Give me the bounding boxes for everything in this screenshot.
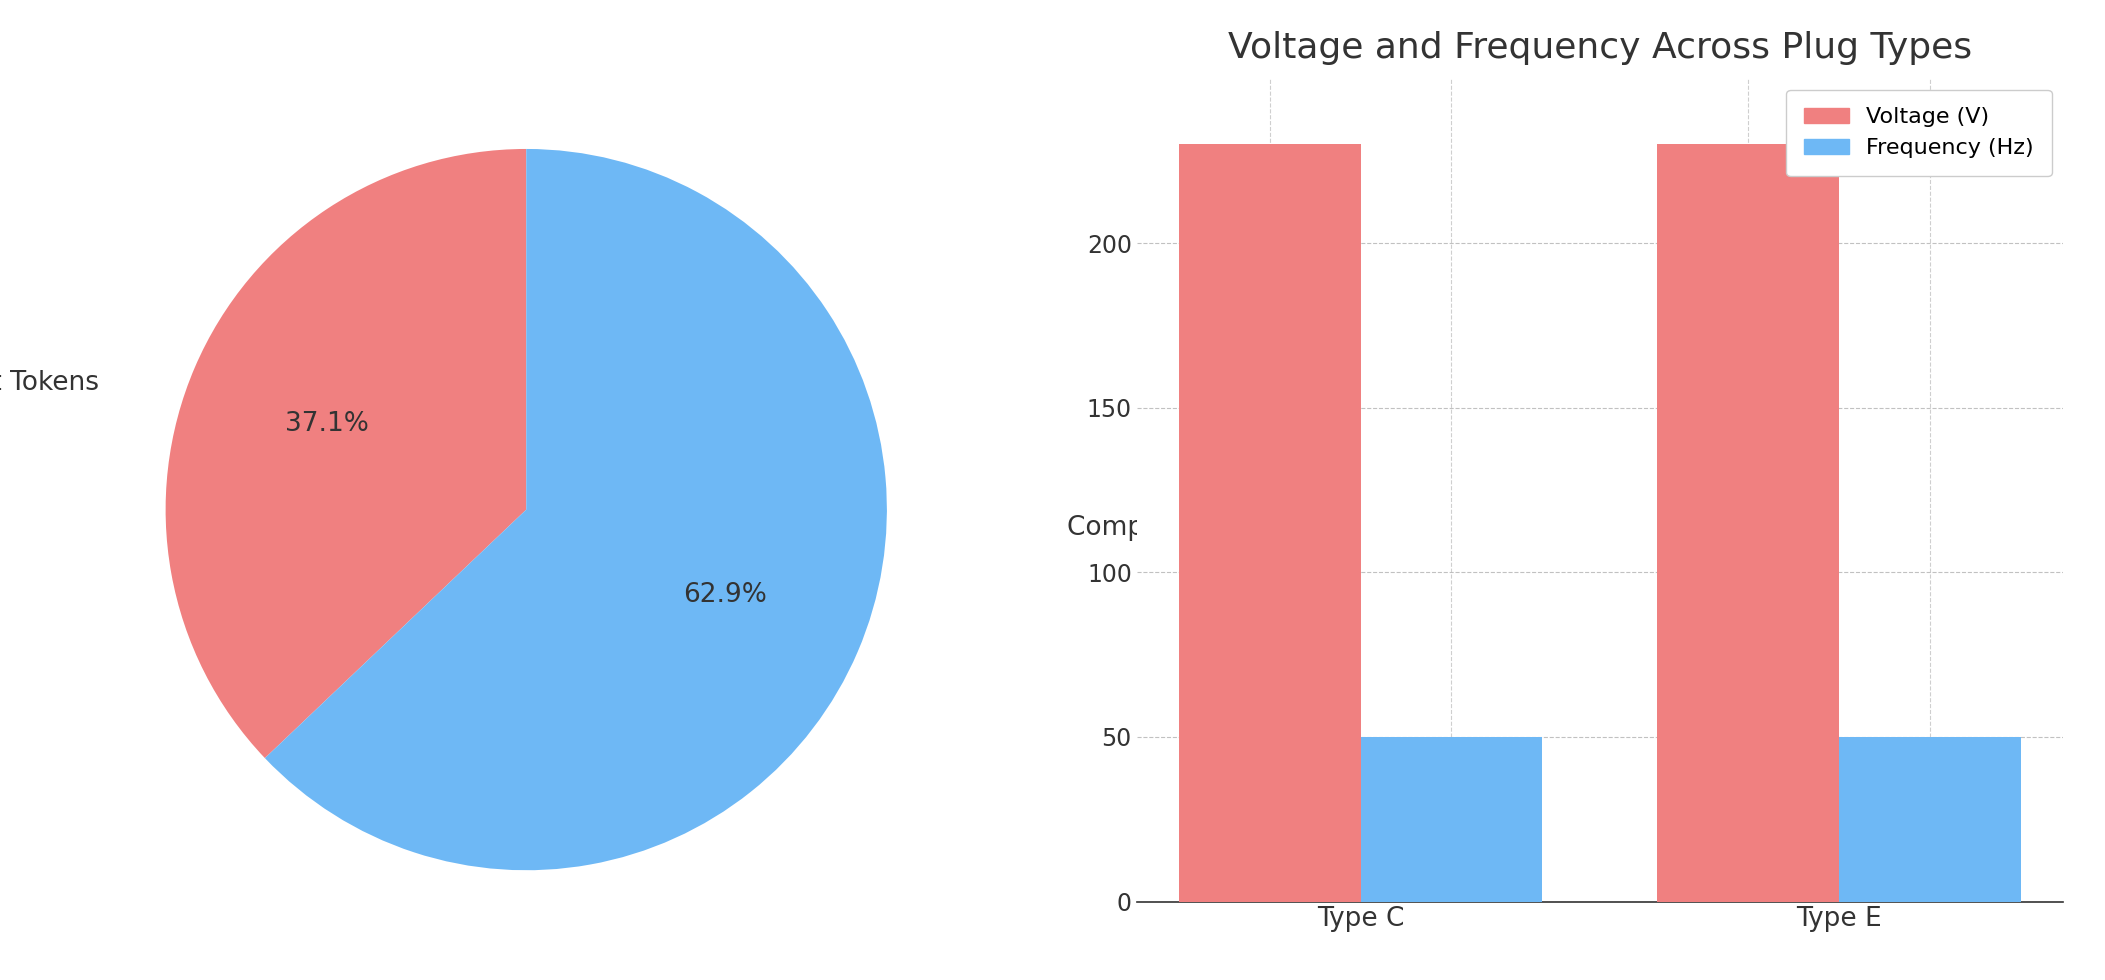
Bar [1840, 737, 2021, 902]
Text: 62.9%: 62.9% [684, 582, 766, 608]
Text: 37.1%: 37.1% [286, 412, 368, 437]
Text: Completion Tokens: Completion Tokens [1067, 514, 1316, 541]
Legend: Voltage (V), Frequency (Hz): Voltage (V), Frequency (Hz) [1787, 89, 2052, 176]
Bar [1657, 144, 1840, 902]
Wedge shape [265, 149, 886, 870]
Bar [1179, 144, 1360, 902]
Title: Voltage and Frequency Across Plug Types: Voltage and Frequency Across Plug Types [1227, 30, 1972, 65]
Wedge shape [166, 149, 526, 759]
Bar [1360, 737, 1543, 902]
Text: Prompt Tokens: Prompt Tokens [0, 370, 99, 396]
